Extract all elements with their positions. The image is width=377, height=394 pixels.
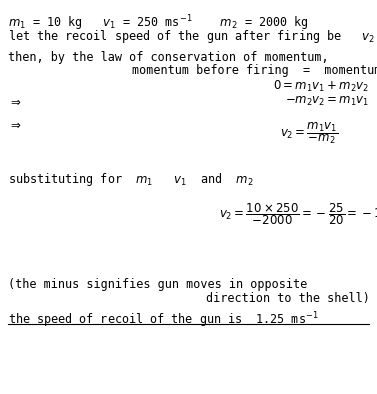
Text: (the minus signifies gun moves in opposite: (the minus signifies gun moves in opposi…	[8, 278, 307, 291]
Text: $0 = m_1 v_1 + m_2 v_2$: $0 = m_1 v_1 + m_2 v_2$	[273, 79, 369, 94]
Text: then, by the law of conservation of momentum,: then, by the law of conservation of mome…	[8, 51, 328, 64]
Text: the speed of recoil of the gun is  1.25 ms$^{-1}$: the speed of recoil of the gun is 1.25 m…	[8, 310, 318, 330]
Text: momentum before firing  =  momentum after firing: momentum before firing = momentum after …	[132, 64, 377, 77]
Text: let the recoil speed of the gun after firing be   $v_2$: let the recoil speed of the gun after fi…	[8, 28, 375, 45]
Text: direction to the shell): direction to the shell)	[205, 292, 369, 305]
Text: $\Rightarrow$: $\Rightarrow$	[8, 95, 21, 108]
Text: substituting for  $m_1$   $v_1$  and  $m_2$: substituting for $m_1$ $v_1$ and $m_2$	[8, 171, 253, 188]
Text: $-m_2 v_2 = m_1 v_1$: $-m_2 v_2 = m_1 v_1$	[285, 95, 369, 108]
Text: $\Rightarrow$: $\Rightarrow$	[8, 118, 21, 131]
Text: $m_1$ = 10 kg   $v_1$ = 250 ms$^{-1}$    $m_2$ = 2000 kg: $m_1$ = 10 kg $v_1$ = 250 ms$^{-1}$ $m_2…	[8, 14, 308, 33]
Text: $v_2 = \dfrac{10 \times 250}{-2000} = -\dfrac{25}{20} = -1.25$: $v_2 = \dfrac{10 \times 250}{-2000} = -\…	[219, 201, 377, 227]
Text: $v_2 = \dfrac{m_1 v_1}{-m_2}$: $v_2 = \dfrac{m_1 v_1}{-m_2}$	[280, 120, 339, 146]
